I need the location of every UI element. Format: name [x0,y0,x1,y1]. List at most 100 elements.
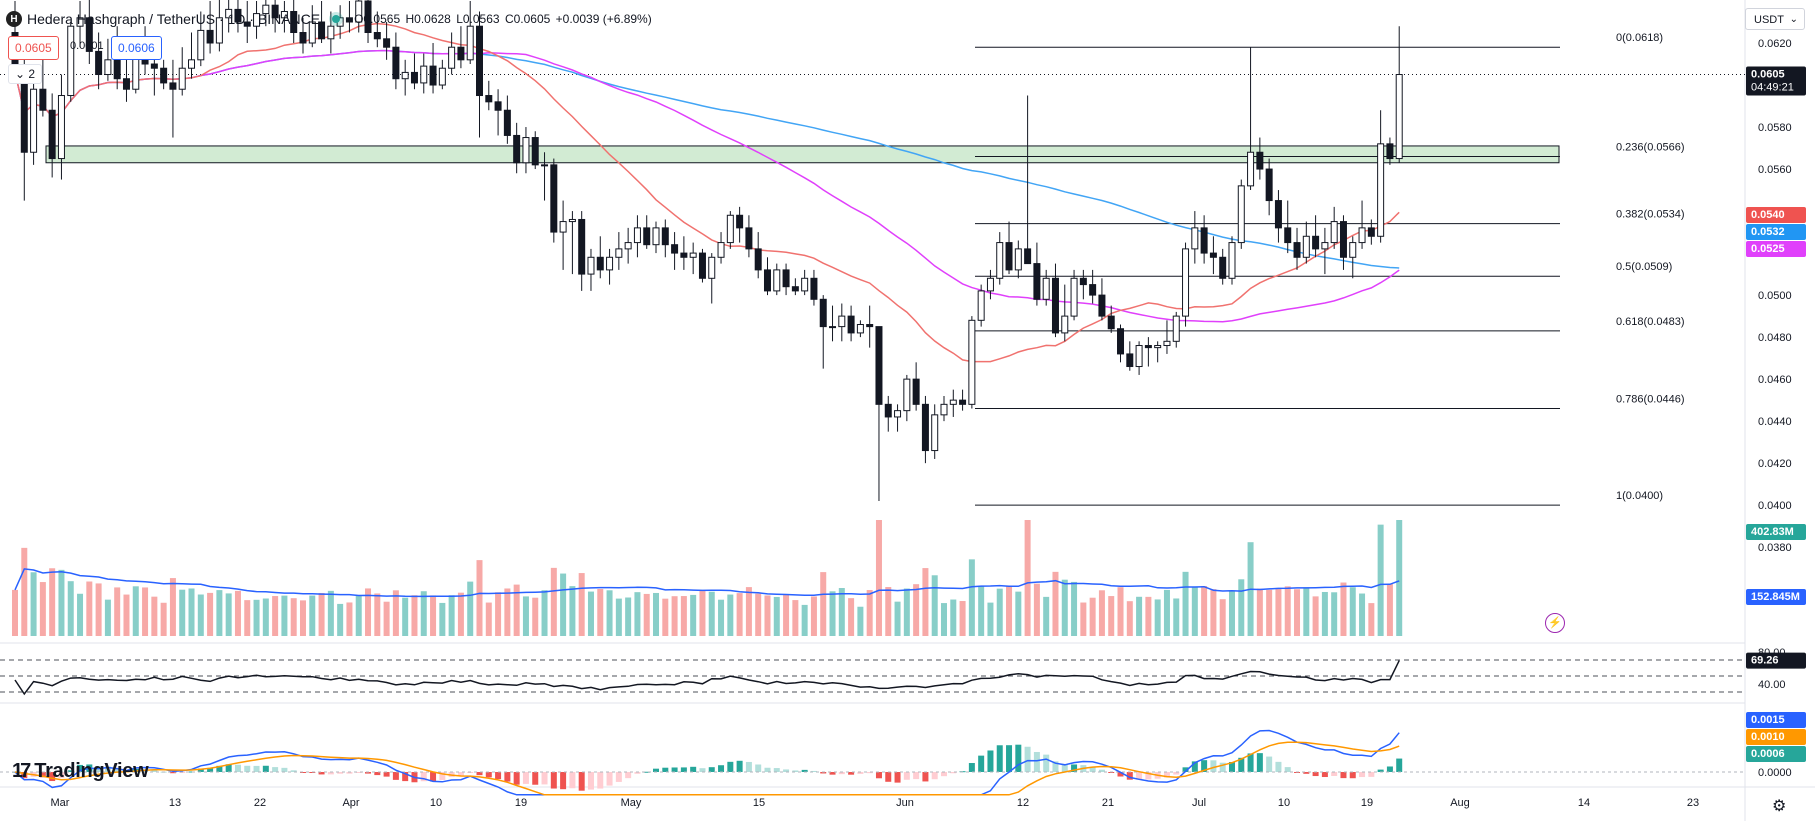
volume-bar [1154,599,1161,636]
volume-bar [197,594,204,636]
volume-bar [764,595,771,636]
volume-bar [643,593,650,636]
macd-histogram-bar [365,772,372,774]
candle-body [327,25,335,40]
volume-bar [448,595,455,636]
candle-body [884,403,892,418]
volume-bar [1033,583,1040,636]
macd-histogram-bar [1396,758,1403,772]
volume-bar [745,587,752,636]
macd-histogram-bar [420,772,427,782]
volume-bar [95,583,102,636]
candle-body [1219,256,1227,279]
tradingview-logo[interactable]: 17 TradingView [12,758,149,784]
macd-histogram-bar [1043,754,1050,772]
symbol-logo-icon: H [6,11,22,27]
macd-histogram-bar [67,770,74,772]
macd-histogram-bar [708,767,715,772]
sell-price-button[interactable]: 0.0605 [8,36,59,60]
volume-bar [1340,582,1347,636]
currency-selector[interactable]: USDT ⌄ [1745,8,1805,30]
macd-histogram-bar [1201,760,1208,772]
macd-histogram-bar [485,772,492,778]
macd-histogram-bar [671,767,678,772]
candle-body [708,256,716,279]
volume-bar [123,594,130,636]
volume-bar [1303,587,1310,636]
volume-bar [1089,597,1096,636]
tradingview-logo-icon: 17 [12,759,31,782]
volume-bar [569,586,576,636]
candle-body [1358,227,1366,244]
time-axis-tick: Jul [1192,797,1206,809]
volume-bar [1024,520,1031,636]
volume-bar [383,601,390,636]
volume-bar [522,596,529,636]
candle-body [587,256,595,275]
volume-bar [160,602,167,636]
ma20-badge-bg [1746,207,1806,223]
volume-bar [77,593,84,636]
volume-bar [179,589,186,636]
macd-histogram-bar [950,772,957,774]
volume-bar [207,592,214,636]
macd-histogram-bar [615,772,622,782]
price-axis-tick: 0.0500 [1758,290,1792,302]
gear-icon[interactable]: ⚙ [1772,798,1787,815]
symbol-title[interactable]: Hedera Hashgraph / TetherUS · 1D · BINAN… [27,11,321,27]
lightning-icon[interactable]: ⚡ [1545,613,1565,633]
macd-histogram-bar [587,772,594,790]
volume-bar [1377,524,1384,636]
candle-body [150,63,158,69]
macd-value-badge: 0.0015 [1751,714,1785,726]
volume-bar [597,588,604,636]
candle-body [1154,345,1162,349]
macd-histogram-bar [1266,756,1273,772]
volume-bar [541,590,548,636]
buy-price-button[interactable]: 0.0606 [111,36,162,60]
volume-bar [309,595,316,636]
volume-bar [653,592,660,636]
macd-histogram-bar [1098,769,1105,772]
candle-body [76,17,84,27]
macd-histogram-bar [885,772,892,782]
ma50-line [14,49,1400,323]
macd-histogram-bar [374,772,381,776]
macd-histogram-bar [560,772,567,790]
volume-bar [244,600,251,636]
candle-body [596,256,604,271]
macd-histogram-bar [931,772,938,780]
candle-body [1024,248,1032,265]
volume-bar [662,598,669,636]
candle-body [726,214,734,244]
macd-histogram-bar [392,772,399,780]
volume-bar [1238,579,1245,636]
macd-histogram-bar [541,772,548,785]
candle-body [689,252,697,258]
macd-histogram-bar [327,772,334,775]
candle-body [773,269,781,292]
candle-body [949,399,957,405]
macd-histogram-bar [1247,753,1254,772]
macd-histogram-bar [680,767,687,772]
volume-ma-line [14,568,1400,598]
macd-histogram-bar [49,772,56,782]
volume-bar [848,598,855,636]
candle-body [188,59,196,69]
volume-bar [810,596,817,636]
volume-bar [1386,583,1393,636]
volume-bar [792,600,799,636]
candle-body [1312,235,1320,250]
candle-body [1321,242,1329,250]
macd-histogram-bar [402,772,409,782]
volume-bar [355,595,362,636]
candle-body [318,21,326,40]
volume-bar [950,599,957,636]
last-price-badge: 0.0605 [1751,69,1785,81]
volume-bar [439,602,446,636]
candle-body [104,59,112,76]
indicators-toggle[interactable]: ⌄ 2 [8,64,43,84]
macd-histogram-bar [1015,744,1022,772]
volume-bar [262,598,269,636]
